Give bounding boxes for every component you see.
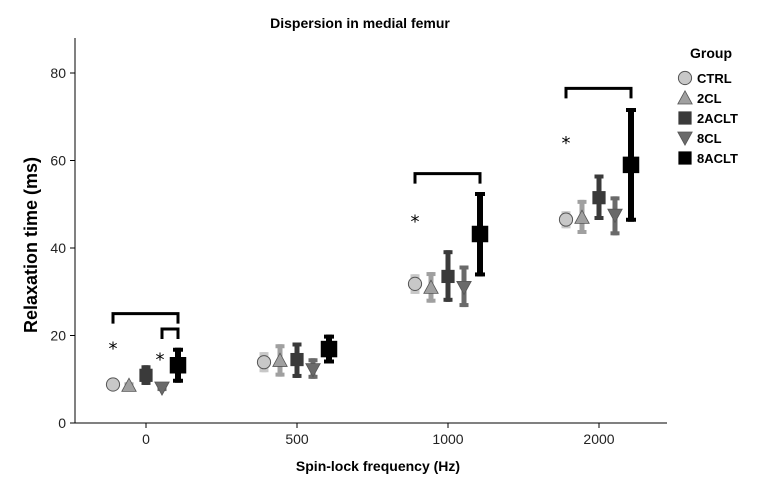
legend-item-8cl: 8CL (677, 131, 722, 147)
chart-title: Dispersion in medial femur (270, 15, 450, 31)
x-tick-label: 2000 (583, 431, 614, 447)
y-tick-label: 40 (50, 240, 66, 256)
data-point (456, 280, 472, 296)
data-point (139, 368, 153, 382)
y-tick-label: 0 (58, 415, 66, 431)
significance-star: * (562, 133, 571, 154)
data-point (423, 279, 439, 294)
legend-item-2aclt: 2ACLT (678, 111, 738, 126)
legend-label: 2CL (697, 91, 722, 106)
y-tick-label: 80 (50, 65, 66, 81)
legend-swatch (677, 70, 693, 86)
significance-stars: * * * * (109, 133, 571, 371)
data-point (169, 357, 187, 374)
data-point (256, 355, 272, 370)
significance-brackets (111, 86, 633, 339)
data-point (622, 156, 640, 174)
data-point (558, 212, 574, 227)
data-point (121, 377, 137, 392)
legend-swatch (677, 89, 693, 105)
significance-star: * (411, 212, 420, 233)
x-axis-label: Spin-lock frequency (Hz) (296, 458, 460, 474)
legend-title: Group (690, 45, 732, 61)
series-2cl (121, 199, 590, 392)
legend-swatch (677, 131, 693, 147)
plot-area: 0 20 40 60 80 0 500 1000 2000 * * * * (50, 38, 667, 447)
y-ticks: 0 20 40 60 80 (50, 65, 75, 431)
series-2aclt (139, 174, 606, 385)
legend-item-2cl: 2CL (677, 89, 722, 106)
legend: Group CTRL 2CL 2ACLT 8CL 8ACLT (677, 45, 738, 166)
data-point (471, 225, 489, 243)
data-point (407, 276, 423, 291)
data-point (441, 269, 455, 284)
data-point (592, 191, 606, 205)
y-tick-label: 20 (50, 328, 66, 344)
data-point (574, 209, 590, 224)
data-point (105, 377, 121, 392)
y-axis-label: Relaxation time (ms) (21, 157, 41, 333)
data-point (154, 381, 170, 397)
significance-bracket (160, 327, 180, 339)
significance-star: * (156, 349, 165, 370)
y-tick-label: 60 (50, 153, 66, 169)
significance-bracket (111, 312, 180, 324)
x-tick-label: 500 (285, 431, 309, 447)
x-tick-label: 1000 (432, 431, 463, 447)
legend-item-ctrl: CTRL (677, 70, 732, 86)
data-point (320, 340, 338, 358)
legend-swatch (678, 111, 692, 125)
data-point (305, 363, 321, 378)
significance-bracket (564, 86, 633, 99)
legend-item-8aclt: 8ACLT (678, 151, 738, 166)
legend-swatch (678, 151, 692, 165)
significance-star: * (109, 338, 118, 359)
series-8cl (154, 196, 623, 397)
data-point (272, 352, 288, 367)
series-8aclt (169, 108, 640, 383)
legend-label: CTRL (697, 71, 732, 86)
legend-label: 8ACLT (697, 151, 738, 166)
data-point (290, 352, 304, 367)
series-layer (105, 108, 640, 397)
data-point (607, 208, 623, 224)
legend-label: 2ACLT (697, 111, 738, 126)
series-ctrl (105, 211, 574, 392)
legend-label: 8CL (697, 131, 722, 146)
x-tick-label: 0 (142, 431, 150, 447)
x-ticks: 0 500 1000 2000 (142, 423, 615, 447)
significance-bracket (413, 172, 482, 184)
